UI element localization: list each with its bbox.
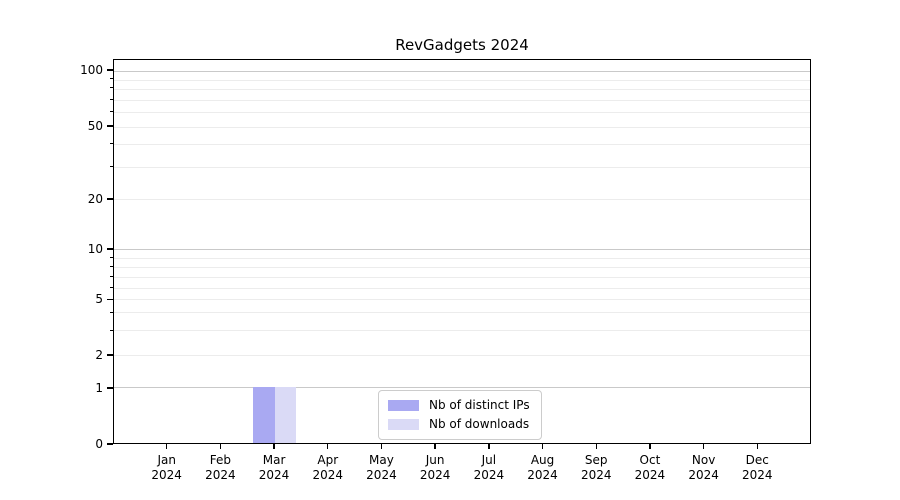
legend-label-distinct-ips: Nb of distinct IPs: [429, 398, 530, 412]
x-tick-label: Feb 2024: [205, 453, 236, 482]
y-gridline: [114, 387, 810, 389]
x-tick-label: Nov 2024: [688, 453, 719, 482]
y-gridline-minor: [114, 144, 810, 146]
y-tick-mark-minor: [109, 87, 113, 89]
legend-item-distinct-ips: Nb of distinct IPs: [388, 398, 530, 413]
x-tick-mark: [595, 444, 597, 449]
y-tick-label: 20: [87, 191, 103, 206]
y-gridline-minor: [114, 312, 810, 314]
y-tick-mark-minor: [109, 257, 113, 259]
y-gridline-minor: [114, 266, 810, 268]
chart-title: RevGadgets 2024: [395, 36, 529, 54]
y-gridline-minor: [114, 88, 810, 90]
y-gridline: [114, 354, 810, 356]
x-tick-label: Apr 2024: [312, 453, 344, 482]
y-gridline: [114, 199, 810, 201]
y-tick-mark: [107, 387, 113, 389]
y-tick-label: 1: [95, 380, 103, 395]
y-gridline: [114, 298, 810, 300]
x-tick-mark: [327, 444, 329, 449]
y-tick-mark-minor: [109, 276, 113, 278]
bar-distinct-ips: [253, 387, 275, 443]
x-tick-label: May 2024: [366, 453, 397, 482]
legend-label-downloads: Nb of downloads: [429, 417, 530, 431]
y-tick-mark-minor: [109, 78, 113, 80]
y-gridline: [114, 70, 810, 72]
y-gridline-minor: [114, 99, 810, 101]
y-tick-mark: [107, 198, 113, 200]
y-tick-mark-minor: [109, 110, 113, 112]
x-tick-label: Oct 2024: [634, 453, 666, 482]
x-tick-mark: [541, 444, 544, 449]
y-tick-mark-minor: [109, 166, 113, 168]
y-gridline-minor: [114, 329, 810, 331]
y-gridline-minor: [114, 257, 810, 259]
y-tick-mark: [107, 354, 113, 356]
x-tick-mark: [702, 444, 705, 449]
x-tick-label: Dec 2024: [742, 453, 773, 482]
x-tick-mark: [273, 444, 275, 449]
legend: Nb of distinct IPs Nb of downloads: [378, 390, 542, 440]
x-tick-label: Jun 2024: [419, 453, 451, 482]
y-tick-mark-minor: [109, 312, 113, 314]
y-tick-mark-minor: [109, 329, 113, 331]
x-tick-mark: [219, 444, 222, 449]
y-tick-label: 2: [95, 348, 103, 363]
x-tick-mark: [756, 444, 758, 449]
legend-swatch-distinct-ips-icon: [388, 400, 419, 411]
x-tick-label: Jul 2024: [473, 453, 505, 482]
y-tick-mark: [107, 443, 113, 445]
y-gridline: [114, 249, 810, 250]
y-tick-mark-minor: [109, 287, 113, 289]
y-gridline-minor: [114, 112, 810, 114]
y-tick-mark: [107, 69, 113, 71]
y-tick-label: 10: [87, 241, 103, 256]
x-tick-mark: [165, 444, 168, 449]
x-tick-label: Aug 2024: [527, 453, 558, 482]
x-tick-mark: [488, 444, 490, 449]
plot-area: Nb of distinct IPs Nb of downloads: [113, 59, 811, 444]
x-tick-mark: [434, 444, 436, 449]
y-tick-mark: [107, 298, 113, 300]
y-gridline: [114, 126, 810, 128]
x-tick-label: Mar 2024: [258, 453, 290, 482]
y-tick-label: 5: [95, 292, 103, 307]
y-gridline-minor: [114, 167, 810, 169]
y-tick-mark-minor: [109, 98, 113, 100]
y-tick-mark-minor: [109, 143, 113, 145]
y-tick-mark: [107, 125, 113, 127]
x-tick-label: Jan 2024: [151, 453, 182, 482]
x-tick-mark: [649, 444, 651, 449]
legend-item-downloads: Nb of downloads: [388, 417, 530, 432]
x-tick-label: Sep 2024: [580, 453, 612, 482]
y-tick-label: 50: [87, 118, 103, 133]
y-tick-label: 0: [95, 437, 103, 451]
y-gridline-minor: [114, 79, 810, 81]
x-tick-mark: [380, 444, 383, 449]
y-gridline-minor: [114, 276, 810, 278]
y-tick-label: 100: [80, 63, 103, 77]
y-tick-mark-minor: [109, 266, 113, 268]
bar-downloads: [274, 387, 297, 443]
y-tick-mark: [107, 248, 113, 250]
legend-swatch-downloads-icon: [388, 419, 419, 430]
y-gridline-minor: [114, 287, 810, 289]
